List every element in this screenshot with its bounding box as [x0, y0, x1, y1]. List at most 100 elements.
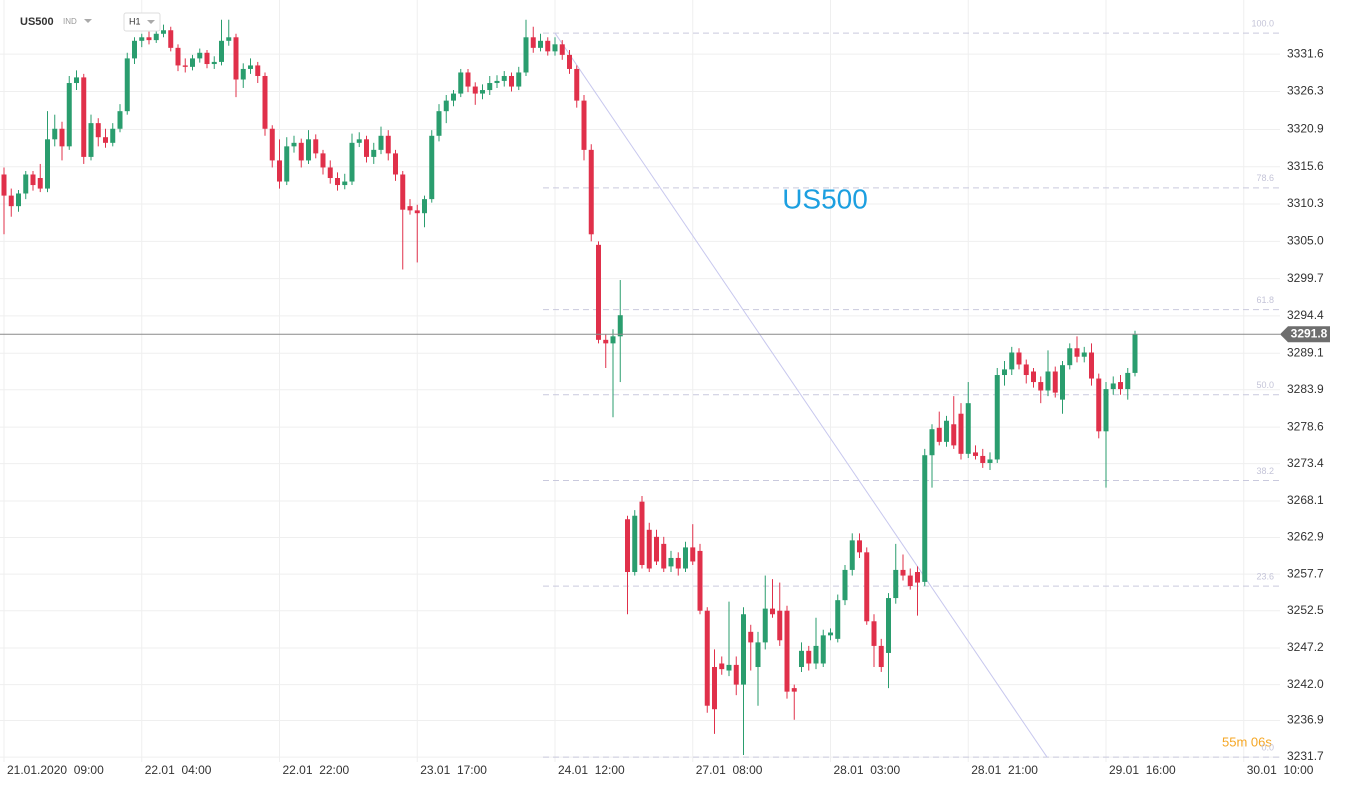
- candle-body: [240, 68, 246, 80]
- candle-body: [393, 153, 398, 175]
- candle-body: [414, 210, 420, 214]
- candle-body: [161, 30, 166, 34]
- candle-body: [951, 424, 957, 446]
- candle-body: [639, 501, 645, 565]
- candle-body: [436, 111, 442, 136]
- candle-body: [1096, 378, 1102, 432]
- candle-body: [828, 632, 833, 636]
- candle-body: [893, 569, 899, 599]
- x-tick-label: 23.01 17:00: [420, 763, 487, 777]
- candle-body: [965, 403, 971, 454]
- candle-body: [654, 536, 659, 562]
- candle-body: [661, 543, 667, 569]
- candle-body: [625, 519, 630, 573]
- candle-body: [719, 663, 725, 670]
- candle-body: [262, 75, 268, 129]
- candle-body: [16, 193, 21, 207]
- interval-selector[interactable]: [123, 12, 161, 32]
- y-tick-label: 3299.7: [1287, 271, 1324, 285]
- candle-body: [668, 557, 674, 567]
- candle-body: [733, 664, 739, 685]
- symbol-label[interactable]: US500: [20, 16, 54, 28]
- candle-body: [204, 52, 210, 65]
- candle-body: [791, 688, 797, 692]
- candle-body: [697, 550, 703, 611]
- x-tick-label: 28.01 03:00: [834, 763, 901, 777]
- candle-body: [1023, 364, 1029, 376]
- candle-body: [516, 72, 522, 87]
- x-tick-label: 24.01 12:00: [558, 763, 625, 777]
- candle-body: [422, 199, 427, 214]
- fib-trend-line: [554, 32, 1048, 758]
- candle-body: [958, 413, 964, 454]
- candle-body: [175, 47, 181, 66]
- candle-body: [407, 206, 413, 211]
- candle-body: [1132, 334, 1138, 373]
- candle-body: [378, 135, 384, 150]
- x-tick-label: 22.01 22:00: [283, 763, 350, 777]
- candle-body: [132, 40, 137, 59]
- candle-body: [704, 610, 710, 706]
- candle-body: [269, 128, 275, 161]
- candle-body: [559, 44, 565, 55]
- candle-body: [443, 100, 449, 112]
- candle-body: [182, 65, 188, 67]
- y-tick-label: 3231.7: [1287, 749, 1324, 763]
- current-price-tag: [1280, 326, 1330, 343]
- x-tick-label: 30.01 10:00: [1247, 763, 1314, 777]
- interval-label[interactable]: H1: [129, 16, 141, 26]
- candle-body: [1016, 352, 1022, 365]
- candle-body: [385, 135, 391, 154]
- fib-level-label: 23.6: [1256, 571, 1274, 581]
- plot: [0, 19, 1280, 758]
- candle-body: [327, 167, 333, 179]
- candle-body: [211, 61, 217, 65]
- fib-level-label: 61.8: [1256, 295, 1274, 305]
- candle-body: [1031, 371, 1036, 383]
- candle-body: [458, 72, 464, 94]
- candle-body: [124, 58, 130, 112]
- candle-body: [139, 37, 145, 41]
- candle-body: [226, 37, 232, 41]
- candle-body: [603, 339, 609, 344]
- candle-body: [581, 100, 587, 150]
- candle-body: [864, 552, 870, 622]
- candle-body: [1060, 365, 1065, 400]
- candle-body: [755, 642, 761, 668]
- candle-body: [400, 174, 406, 210]
- candle-body: [52, 128, 58, 140]
- candle-body: [1081, 352, 1087, 357]
- candle-body: [878, 645, 884, 668]
- y-tick-label: 3283.9: [1287, 382, 1324, 396]
- candle-body: [886, 598, 891, 653]
- candle-body: [530, 37, 536, 48]
- candle-body: [88, 123, 94, 157]
- candle-body: [596, 244, 601, 340]
- symbol-dropdown-arrow[interactable]: [84, 19, 92, 23]
- candle-body: [900, 569, 906, 576]
- candle-body: [1125, 372, 1131, 390]
- candle-body: [1009, 352, 1015, 370]
- candle-body: [37, 178, 43, 189]
- candle-body: [1074, 348, 1080, 357]
- market-tag: IND: [63, 17, 77, 26]
- candle-body: [59, 128, 65, 147]
- candle-body: [915, 572, 920, 583]
- candle-body: [255, 65, 261, 76]
- y-tick-label: 3236.9: [1287, 713, 1324, 727]
- candle-body: [284, 146, 290, 182]
- candle-body: [74, 77, 79, 84]
- candle-body: [190, 58, 195, 67]
- candle-body: [799, 650, 804, 668]
- candle-body: [936, 427, 942, 442]
- candle-body: [465, 72, 471, 87]
- candle-body: [356, 139, 362, 143]
- candle-body: [777, 610, 783, 641]
- interval-dropdown-arrow[interactable]: [147, 20, 155, 24]
- y-tick-label: 3294.4: [1287, 308, 1324, 322]
- y-tick-label: 3262.9: [1287, 530, 1324, 544]
- y-tick-label: 3331.6: [1287, 46, 1324, 60]
- candle-body: [487, 83, 493, 91]
- candle-body: [1045, 371, 1051, 391]
